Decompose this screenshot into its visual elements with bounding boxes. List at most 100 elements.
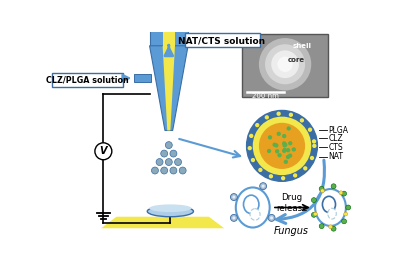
Circle shape — [282, 141, 286, 146]
Circle shape — [253, 117, 311, 175]
Circle shape — [170, 167, 177, 174]
Circle shape — [276, 111, 281, 116]
Circle shape — [174, 159, 182, 165]
Circle shape — [281, 176, 285, 180]
Text: shell: shell — [293, 43, 312, 49]
Circle shape — [165, 142, 172, 149]
Circle shape — [156, 159, 163, 165]
Text: V: V — [100, 146, 107, 156]
Text: CLZ/PLGA solution: CLZ/PLGA solution — [46, 76, 128, 85]
Circle shape — [283, 148, 287, 152]
Circle shape — [286, 155, 290, 159]
Circle shape — [179, 167, 186, 174]
Circle shape — [255, 123, 259, 127]
Circle shape — [319, 186, 324, 191]
Text: NAT: NAT — [328, 152, 343, 161]
Circle shape — [283, 143, 287, 147]
Circle shape — [230, 194, 237, 201]
Text: Fungus: Fungus — [274, 226, 309, 236]
Ellipse shape — [244, 195, 259, 214]
Text: CTS: CTS — [328, 143, 343, 152]
Circle shape — [248, 146, 252, 150]
Circle shape — [232, 216, 236, 219]
Circle shape — [277, 153, 282, 157]
Circle shape — [308, 128, 312, 132]
Circle shape — [344, 212, 348, 216]
Text: NAT/CTS solution: NAT/CTS solution — [178, 37, 266, 46]
Circle shape — [286, 148, 290, 152]
Text: 200 nm: 200 nm — [252, 93, 278, 99]
Circle shape — [312, 198, 316, 203]
Ellipse shape — [236, 188, 270, 227]
Circle shape — [286, 126, 291, 131]
Circle shape — [282, 143, 287, 148]
Circle shape — [269, 174, 273, 178]
Ellipse shape — [147, 206, 194, 217]
Circle shape — [346, 205, 351, 210]
Circle shape — [292, 147, 296, 152]
Bar — [134, 74, 151, 82]
Text: Drug
release: Drug release — [276, 193, 308, 213]
Circle shape — [303, 166, 308, 171]
Circle shape — [230, 214, 237, 221]
Circle shape — [288, 153, 292, 158]
Ellipse shape — [322, 196, 336, 213]
Polygon shape — [163, 46, 175, 131]
Circle shape — [265, 44, 305, 84]
Polygon shape — [150, 46, 188, 131]
Bar — [163, 29, 175, 46]
Circle shape — [319, 224, 324, 228]
Circle shape — [313, 212, 317, 216]
Circle shape — [282, 134, 286, 138]
Circle shape — [293, 173, 297, 178]
Circle shape — [320, 189, 324, 193]
Circle shape — [95, 143, 112, 160]
Circle shape — [339, 191, 343, 195]
Circle shape — [310, 156, 314, 160]
Circle shape — [251, 158, 255, 162]
Circle shape — [288, 141, 292, 146]
Circle shape — [268, 214, 275, 221]
Circle shape — [170, 150, 177, 157]
Circle shape — [270, 216, 273, 219]
Circle shape — [300, 118, 304, 123]
Ellipse shape — [250, 209, 260, 220]
Circle shape — [267, 149, 271, 153]
Text: core: core — [287, 57, 304, 63]
Circle shape — [259, 38, 311, 90]
Circle shape — [272, 143, 277, 147]
Text: CLZ: CLZ — [328, 134, 343, 143]
Circle shape — [284, 160, 288, 164]
Bar — [242, 34, 328, 97]
Circle shape — [265, 115, 269, 119]
Circle shape — [312, 144, 316, 148]
Circle shape — [161, 150, 168, 157]
Circle shape — [342, 191, 346, 196]
FancyBboxPatch shape — [185, 34, 260, 47]
Circle shape — [260, 183, 266, 190]
Polygon shape — [101, 217, 224, 228]
Circle shape — [289, 113, 293, 117]
Circle shape — [342, 219, 346, 224]
Circle shape — [282, 149, 286, 153]
Circle shape — [328, 225, 332, 229]
Text: PLGA: PLGA — [328, 126, 348, 135]
Circle shape — [249, 134, 253, 138]
Circle shape — [268, 135, 272, 139]
Circle shape — [312, 139, 316, 144]
Circle shape — [258, 168, 262, 172]
Circle shape — [331, 184, 336, 189]
FancyBboxPatch shape — [52, 73, 123, 87]
Circle shape — [165, 159, 172, 165]
Ellipse shape — [328, 208, 336, 219]
Circle shape — [277, 57, 293, 72]
Circle shape — [276, 132, 281, 136]
Circle shape — [152, 167, 158, 174]
Circle shape — [331, 226, 336, 231]
Circle shape — [161, 167, 168, 174]
Circle shape — [232, 196, 236, 199]
Bar — [150, 29, 188, 46]
Circle shape — [274, 143, 278, 148]
Ellipse shape — [315, 189, 346, 226]
Circle shape — [271, 50, 299, 78]
